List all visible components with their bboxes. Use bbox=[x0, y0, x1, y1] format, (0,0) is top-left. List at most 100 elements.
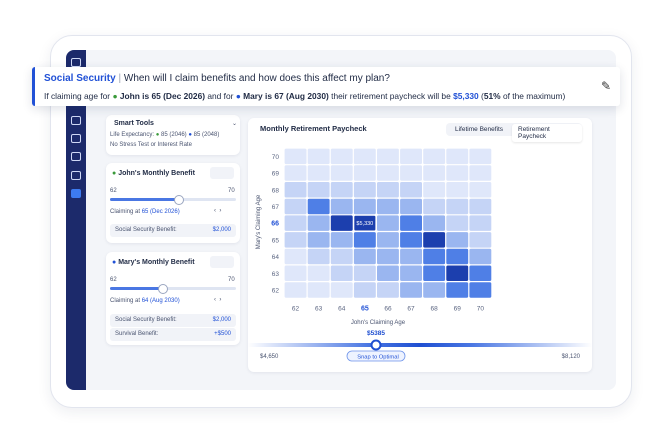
heat-cell bbox=[307, 265, 330, 281]
heat-cell bbox=[307, 198, 330, 215]
heat-cell bbox=[469, 182, 492, 198]
heat-cell bbox=[377, 198, 399, 215]
heat-cell bbox=[423, 182, 446, 198]
heat-cell bbox=[284, 165, 307, 181]
x-tick-label: 70 bbox=[477, 305, 485, 312]
heat-cell bbox=[330, 198, 353, 215]
heat-cell bbox=[284, 248, 307, 265]
slider-fill bbox=[110, 287, 162, 290]
tool-buttons[interactable] bbox=[210, 256, 234, 268]
heat-cell bbox=[400, 265, 422, 281]
x-tick-label: 66 bbox=[384, 305, 392, 312]
heat-cell bbox=[353, 182, 376, 198]
john: John is 65 (Dec 2026) bbox=[119, 91, 206, 101]
label: Claiming at bbox=[110, 298, 141, 304]
heat-cell bbox=[423, 215, 446, 231]
sidebar bbox=[66, 50, 86, 390]
snap-button-label[interactable]: Snap to Optimal bbox=[357, 355, 399, 361]
nav-icon[interactable] bbox=[71, 116, 81, 125]
heat-cell bbox=[423, 248, 446, 265]
range-min: $4,650 bbox=[260, 354, 279, 360]
screen: Smart Tools ⌄ Life Expectancy: ● 85 (204… bbox=[66, 50, 616, 390]
text: of the maximum) bbox=[502, 91, 566, 101]
heat-cell bbox=[377, 232, 399, 248]
smart-tools-card: Smart Tools ⌄ Life Expectancy: ● 85 (204… bbox=[106, 115, 240, 155]
heat-cell bbox=[400, 232, 422, 248]
heat-cell bbox=[284, 265, 307, 281]
heat-cell bbox=[330, 182, 353, 198]
selected-cell-label: $5,330 bbox=[356, 221, 373, 227]
heat-cell bbox=[400, 282, 422, 298]
heat-cell bbox=[377, 215, 399, 231]
heat-cell bbox=[377, 282, 399, 298]
y-tick-label: 67 bbox=[272, 204, 280, 211]
tool-buttons[interactable] bbox=[210, 167, 234, 179]
heat-cell bbox=[377, 265, 399, 281]
pager[interactable]: ‹ › bbox=[214, 297, 222, 303]
x-tick-label: 62 bbox=[292, 305, 300, 312]
heat-cell bbox=[446, 248, 469, 265]
x-tick-label: 64 bbox=[338, 305, 346, 312]
heat-cell bbox=[284, 198, 307, 215]
claiming: Claiming at 64 (Aug 2030) bbox=[110, 298, 180, 304]
claiming: Claiming at 65 (Dec 2026) bbox=[110, 209, 180, 215]
heat-cell bbox=[307, 148, 330, 165]
nav-icon[interactable] bbox=[71, 134, 81, 143]
range-max: $8,120 bbox=[562, 354, 581, 360]
heat-cell bbox=[446, 282, 469, 298]
heatmap: Mary's Claiming Age John's Claiming Age … bbox=[248, 148, 592, 362]
x-tick-label: 63 bbox=[315, 305, 323, 312]
y-tick-label: 70 bbox=[272, 154, 280, 161]
heat-cell bbox=[446, 198, 469, 215]
heat-cell bbox=[423, 265, 446, 281]
tab-active[interactable]: Retirement Paycheck bbox=[512, 124, 582, 142]
x-axis-title: John's Claiming Age bbox=[351, 320, 406, 326]
slider-thumb[interactable] bbox=[158, 284, 168, 294]
min: 62 bbox=[110, 277, 117, 283]
heat-cell bbox=[307, 182, 330, 198]
chart-title: Monthly Retirement Paycheck bbox=[260, 124, 367, 133]
life-expectancy: Life Expectancy: ● 85 (2046) ● 85 (2048) bbox=[110, 132, 220, 138]
heat-cell bbox=[400, 215, 422, 231]
heat-cell bbox=[423, 282, 446, 298]
selected-cell bbox=[353, 215, 377, 232]
label: Social Security Benefit: bbox=[115, 227, 177, 233]
banner-line: If claiming age for ● John is 65 (Dec 20… bbox=[44, 91, 566, 101]
survival-row: Survival Benefit: +$500 bbox=[110, 328, 236, 341]
mary: Mary is 67 (Aug 2030) bbox=[243, 91, 329, 101]
heat-cell bbox=[353, 232, 376, 248]
heat-cell bbox=[330, 148, 353, 165]
pager[interactable]: ‹ › bbox=[214, 208, 222, 214]
heat-cell bbox=[423, 148, 446, 165]
label: Claiming at bbox=[110, 209, 141, 215]
heat-cell bbox=[353, 165, 376, 181]
heat-cell bbox=[469, 232, 492, 248]
nav-icon[interactable] bbox=[71, 171, 81, 180]
banner: Social Security | When will I claim bene… bbox=[32, 67, 620, 106]
slider-track bbox=[110, 287, 236, 290]
snap-button[interactable] bbox=[346, 350, 406, 362]
slider-thumb[interactable] bbox=[174, 195, 184, 205]
heat-cell bbox=[330, 232, 353, 248]
heat-cell bbox=[307, 248, 330, 265]
range-thumb[interactable] bbox=[370, 339, 382, 351]
edit-icon[interactable]: ✎ bbox=[601, 79, 612, 93]
nav-icon-active[interactable] bbox=[71, 189, 81, 198]
nav-icon[interactable] bbox=[71, 152, 81, 161]
note: No Stress Test or Interest Rate bbox=[110, 142, 192, 148]
value: $2,000 bbox=[212, 317, 231, 323]
x-tick-label: 67 bbox=[407, 305, 415, 312]
heat-cell bbox=[446, 232, 469, 248]
heat-cell bbox=[469, 265, 492, 281]
text: and for bbox=[207, 91, 234, 101]
tab[interactable]: Lifetime Benefits bbox=[455, 126, 504, 133]
heat-cell bbox=[469, 215, 492, 231]
label: Social Security Benefit: bbox=[115, 317, 177, 323]
chevron[interactable]: ⌄ bbox=[232, 121, 238, 127]
heat-cell bbox=[400, 198, 422, 215]
y-tick-label: 65 bbox=[272, 237, 280, 244]
heat-cell bbox=[330, 248, 353, 265]
heat-cell bbox=[446, 182, 469, 198]
amount: $5,330 bbox=[453, 91, 479, 101]
